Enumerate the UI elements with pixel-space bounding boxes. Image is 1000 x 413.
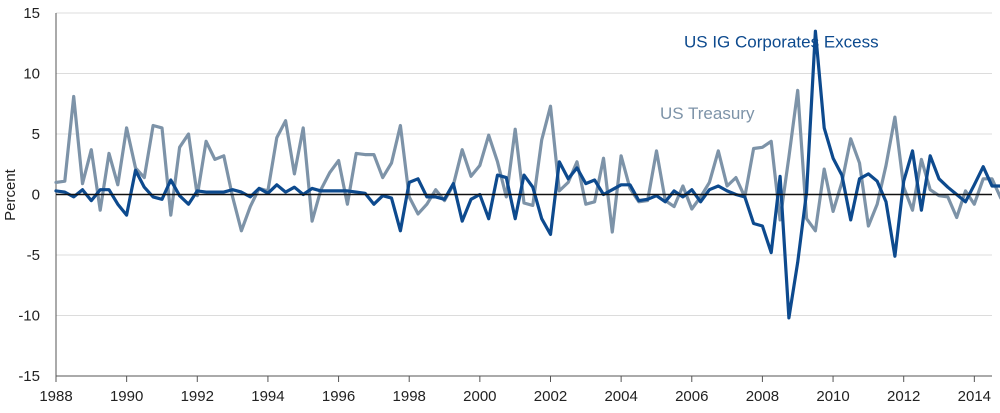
x-tick-label: 1996 [322,388,355,405]
y-tick-label: -10 [18,308,40,325]
x-tick-label: 2000 [463,388,496,405]
y-tick-label: 0 [32,187,40,204]
series-line-us-ig-corporates-excess [54,29,1000,320]
axes: 15 10 5 0 -5 -10 -15 1988 1990 1992 1994 1996 1998 20… [18,5,992,405]
y-axis-title: Percent [2,168,19,221]
y-tick-label: 5 [32,126,40,143]
y-tick-label: -15 [18,368,40,385]
x-tick-label: 1988 [39,388,72,405]
x-tick-label: 2012 [887,388,920,405]
x-tick-label: 1992 [181,388,214,405]
x-tick-label: 1990 [110,388,143,405]
series-label-us-ig-corporates-excess: US IG Corporates Excess [684,32,879,51]
x-tick-label: 2002 [534,388,567,405]
y-tick-label: -5 [27,247,40,264]
y-tick-label: 15 [23,5,40,22]
x-tick-label: 1998 [393,388,426,405]
series-lines [54,29,1000,320]
series-line-us-treasury [54,88,1000,234]
x-tick-label: 2014 [958,388,991,405]
series-labels: US IG Corporates Excess US Treasury [660,32,879,122]
x-tick-label: 1994 [251,388,284,405]
x-tick-label: 2004 [604,388,637,405]
y-tick-label: 10 [23,66,40,83]
series-label-us-treasury: US Treasury [660,104,755,123]
x-tick-label: 2006 [675,388,708,405]
x-tick-label: 2008 [746,388,779,405]
x-tick-label: 2010 [816,388,849,405]
